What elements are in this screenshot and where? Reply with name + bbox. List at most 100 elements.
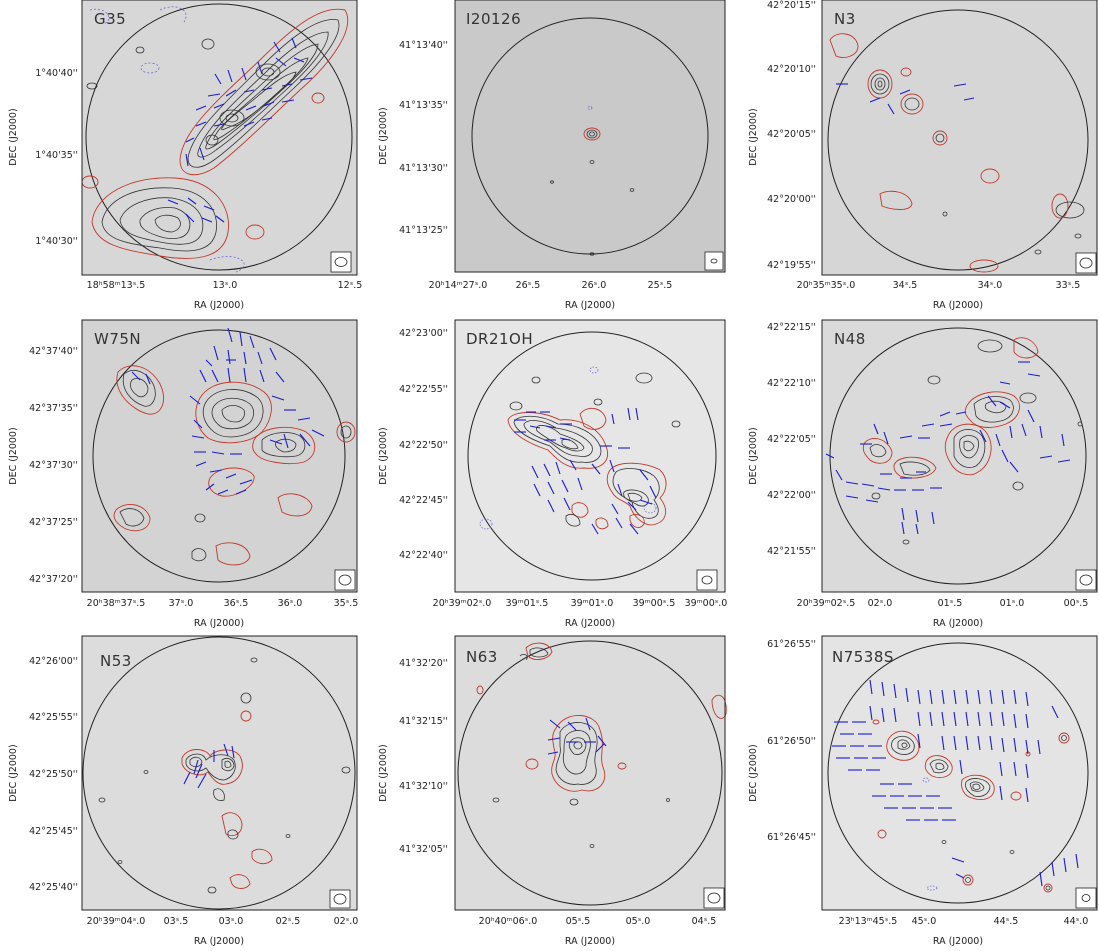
ytick-label: 42°23'00'' bbox=[399, 328, 448, 339]
x-axis-label: RA (J2000) bbox=[933, 618, 983, 629]
panel-frame bbox=[821, 0, 1098, 276]
polarization-vectors bbox=[832, 679, 1079, 887]
panel-title: G35 bbox=[94, 10, 126, 28]
panel-background bbox=[82, 636, 357, 910]
xtick-label: 01ˢ.5 bbox=[938, 598, 963, 609]
y-axis-label: DEC (J2000) bbox=[8, 744, 19, 801]
beam-box bbox=[329, 889, 351, 909]
ytick-label: 42°37'35'' bbox=[29, 403, 78, 414]
polarization-vectors bbox=[167, 37, 313, 223]
ytick-label: 42°37'25'' bbox=[29, 517, 78, 528]
primary-beam-circle bbox=[827, 642, 1089, 904]
ytick-label: 41°13'30'' bbox=[399, 163, 448, 174]
panel-n63: N63 41°32'20'' 41°32'15'' 41°32'10'' 41°… bbox=[378, 635, 727, 947]
ytick-label: 41°13'25'' bbox=[399, 225, 448, 236]
ytick-label: 42°25'55'' bbox=[29, 712, 78, 723]
panel-title: DR21OH bbox=[466, 330, 533, 348]
y-axis-label: DEC (J2000) bbox=[8, 427, 19, 484]
xtick-label: 45ˢ.0 bbox=[912, 916, 937, 927]
ytick-label: 41°32'10'' bbox=[399, 781, 448, 792]
contour-map bbox=[476, 642, 727, 848]
y-axis-label: DEC (J2000) bbox=[748, 108, 759, 165]
polarization-vectors bbox=[131, 327, 325, 495]
primary-beam-circle bbox=[467, 331, 717, 581]
panel-g35: G35 1°40'40'' 1°40'35'' 1°40'30'' 18ʰ58ᵐ… bbox=[8, 0, 362, 311]
xtick-label: 39ᵐ01ˢ.0 bbox=[571, 598, 614, 609]
contour-map bbox=[550, 106, 635, 256]
polarization-vectors bbox=[514, 407, 657, 535]
xtick-label: 39ᵐ01ˢ.5 bbox=[506, 598, 549, 609]
panel-frame bbox=[81, 0, 358, 276]
beam-ellipse bbox=[338, 574, 352, 586]
xtick-label: 13ˢ.0 bbox=[213, 280, 238, 291]
beam-ellipse bbox=[1081, 894, 1091, 902]
panel-frame bbox=[821, 319, 1098, 593]
ytick-label: 41°32'20'' bbox=[399, 658, 448, 669]
ytick-label: 42°20'00'' bbox=[767, 194, 816, 205]
xtick-label: 12ˢ.5 bbox=[338, 280, 363, 291]
y-axis-label: DEC (J2000) bbox=[378, 107, 389, 164]
xtick-label: 18ʰ58ᵐ13ˢ.5 bbox=[87, 280, 146, 291]
ytick-label: 42°22'50'' bbox=[399, 440, 448, 451]
panel-n53: N53 42°26'00'' 42°25'55'' 42°25'50'' 42°… bbox=[8, 635, 358, 947]
ytick-label: 42°26'00'' bbox=[29, 656, 78, 667]
panel-frame bbox=[454, 635, 726, 911]
panel-title: I20126 bbox=[466, 10, 521, 28]
panel-n3: N3 42°20'15'' 42°20'10'' 42°20'05'' 42°2… bbox=[748, 0, 1098, 311]
x-axis-label: RA (J2000) bbox=[565, 300, 615, 311]
beam-box bbox=[703, 887, 725, 909]
ytick-label: 42°22'05'' bbox=[767, 434, 816, 445]
ytick-label: 42°19'55'' bbox=[767, 260, 816, 271]
panel-title: N63 bbox=[466, 648, 498, 666]
panel-title: N48 bbox=[834, 330, 866, 348]
beam-ellipse bbox=[707, 892, 721, 904]
panel-frame bbox=[81, 319, 358, 593]
xtick-label: 44ˢ.0 bbox=[1064, 916, 1089, 927]
contour-map bbox=[872, 719, 1070, 893]
panel-background bbox=[455, 320, 725, 592]
panel-title: N53 bbox=[100, 652, 132, 670]
x-axis-label: RA (J2000) bbox=[565, 936, 615, 947]
xtick-label: 33ˢ.5 bbox=[1056, 280, 1081, 291]
xtick-label: 20ʰ35ᵐ35ˢ.0 bbox=[797, 280, 856, 291]
panel-background bbox=[822, 636, 1097, 910]
ytick-label: 1°40'35'' bbox=[35, 150, 78, 161]
ytick-label: 1°40'40'' bbox=[35, 68, 78, 79]
panel-title: N3 bbox=[834, 10, 856, 28]
ytick-label: 42°25'50'' bbox=[29, 769, 78, 780]
ytick-label: 41°32'05'' bbox=[399, 844, 448, 855]
xtick-label: 03ˢ.0 bbox=[219, 916, 244, 927]
ytick-label: 42°22'00'' bbox=[767, 490, 816, 501]
beam-box bbox=[1075, 569, 1097, 591]
beam-ellipse bbox=[701, 575, 713, 585]
ytick-label: 41°32'15'' bbox=[399, 716, 448, 727]
ytick-label: 41°13'40'' bbox=[399, 40, 448, 51]
beam-ellipse bbox=[1079, 574, 1093, 586]
ytick-label: 42°22'45'' bbox=[399, 495, 448, 506]
panel-background bbox=[455, 0, 725, 272]
ytick-label: 61°26'50'' bbox=[767, 736, 816, 747]
x-axis-label: RA (J2000) bbox=[194, 936, 244, 947]
beam-box bbox=[330, 251, 352, 273]
ytick-label: 42°22'40'' bbox=[399, 550, 448, 561]
beam-ellipse bbox=[333, 893, 347, 905]
contour-map bbox=[829, 33, 1085, 273]
xtick-label: 39ᵐ00ˢ.0 bbox=[685, 598, 728, 609]
contour-map bbox=[113, 365, 356, 566]
panel-title: N7538S bbox=[832, 648, 894, 666]
x-axis-label: RA (J2000) bbox=[565, 618, 615, 629]
primary-beam-circle bbox=[85, 3, 353, 271]
panel-title: W75N bbox=[94, 330, 141, 348]
ytick-label: 1°40'30'' bbox=[35, 236, 78, 247]
beam-ellipse bbox=[1079, 257, 1093, 269]
panel-background bbox=[822, 320, 1097, 592]
xtick-label: 20ʰ38ᵐ37ˢ.5 bbox=[87, 598, 146, 609]
xtick-label: 26ˢ.5 bbox=[516, 280, 541, 291]
contour-map bbox=[98, 657, 351, 894]
xtick-label: 04ˢ.5 bbox=[692, 916, 717, 927]
xtick-label: 23ʰ13ᵐ45ˢ.5 bbox=[839, 916, 898, 927]
ytick-label: 42°37'40'' bbox=[29, 346, 78, 357]
x-axis-label: RA (J2000) bbox=[933, 936, 983, 947]
xtick-label: 36ˢ.5 bbox=[224, 598, 249, 609]
panel-frame bbox=[454, 319, 726, 593]
